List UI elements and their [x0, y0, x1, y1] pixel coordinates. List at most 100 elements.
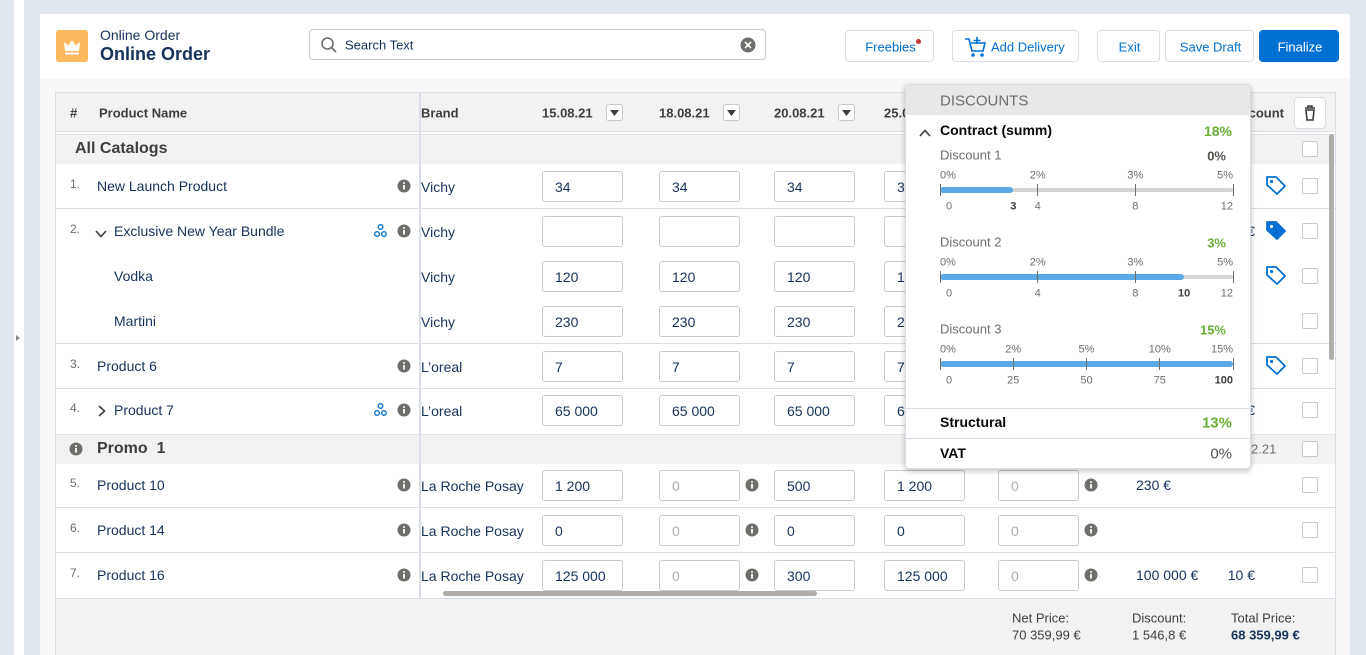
collapse-arrow[interactable] [15, 329, 21, 341]
quantity-input[interactable]: 34 [659, 171, 740, 202]
quantity-input[interactable]: 0 [884, 515, 965, 546]
quantity-input[interactable]: 0 [998, 515, 1079, 546]
discount: 10 € [1227, 567, 1255, 583]
logo-part-part [64, 40, 80, 51]
quantity-input[interactable]: 34 [542, 171, 623, 202]
quantity-input[interactable]: 120 [774, 261, 855, 292]
toolbar-button[interactable]: Add Delivery [952, 30, 1079, 62]
row-checkbox[interactable] [1302, 522, 1318, 538]
quantity-input[interactable] [774, 216, 855, 247]
column-dropdown-part-part [727, 110, 736, 116]
quantity-input[interactable]: 1 200 [884, 470, 965, 501]
info-icon [397, 179, 411, 193]
quantity-input[interactable]: 120 [542, 261, 623, 292]
row-checkbox[interactable] [1302, 178, 1318, 194]
quantity-input[interactable]: 65 000 [659, 395, 740, 426]
discount-tag[interactable] [1264, 174, 1288, 198]
row-checkbox[interactable] [1302, 358, 1318, 374]
toolbar-button[interactable]: Finalize [1259, 30, 1339, 62]
expand-chevron-part [98, 405, 106, 417]
row-divider [56, 208, 1335, 209]
column-dropdown-part [723, 104, 740, 121]
vertical-scrollbar [1329, 134, 1334, 360]
toolbar-button[interactable]: Save Draft [1165, 30, 1254, 62]
row-checkbox[interactable] [1302, 567, 1318, 583]
quantity-input[interactable]: 7 [542, 351, 623, 382]
quantity-input[interactable]: 0 [659, 470, 740, 501]
quantity-input[interactable] [542, 216, 623, 247]
row-number: 2. [70, 222, 81, 236]
discount-value: 3% [1207, 235, 1226, 251]
info-icon-part [69, 442, 83, 456]
quantity-input[interactable]: 230 [774, 306, 855, 337]
discounts-popup: DISCOUNTS Contract (summ) 18% Discount 1 0% 0… [905, 84, 1251, 469]
quantity-input[interactable]: 120 [659, 261, 740, 292]
input-value: 120 [672, 269, 696, 285]
quantity-input[interactable]: 500 [774, 470, 855, 501]
quantity-input[interactable]: 1 200 [542, 470, 623, 501]
quantity-input[interactable]: 0 [774, 515, 855, 546]
row-checkbox[interactable] [1302, 223, 1318, 239]
toolbar-button[interactable]: Freebies [845, 30, 934, 62]
discount-tag[interactable] [1264, 264, 1288, 288]
brand: Vichy [421, 224, 455, 240]
column-dropdown[interactable] [606, 104, 623, 121]
collapse-chevron[interactable] [919, 125, 931, 137]
quantity-input[interactable]: 230 [542, 306, 623, 337]
column-dropdown[interactable] [723, 104, 740, 121]
column-header: Product Name [99, 105, 188, 121]
row-checkbox[interactable] [1302, 141, 1318, 157]
quantity-input[interactable]: 7 [659, 351, 740, 382]
discount-tag[interactable] [1264, 354, 1288, 378]
quantity-input[interactable]: 0 [542, 515, 623, 546]
quantity-input[interactable]: 300 [774, 560, 855, 591]
quantity-input[interactable]: 65 000 [542, 395, 623, 426]
discount-tag[interactable] [1264, 219, 1288, 243]
quantity-input[interactable]: 0 [998, 560, 1079, 591]
product-name: Product 16 [97, 567, 165, 583]
quantity-input[interactable]: 7 [774, 351, 855, 382]
quantity-input[interactable]: 0 [659, 515, 740, 546]
quantity-input[interactable]: 125 000 [542, 560, 623, 591]
quantity-input[interactable]: 125 000 [884, 560, 965, 591]
clear-icon[interactable] [740, 37, 756, 53]
discount-label: Discount 2 [940, 234, 1002, 250]
delete-button[interactable] [1294, 97, 1326, 129]
cart-icon-part-part [965, 38, 987, 52]
input-placeholder: 0 [672, 523, 680, 539]
quantity-input[interactable]: 0 [659, 560, 740, 591]
info-icon-part [1084, 523, 1098, 537]
quantity-input[interactable]: 65 000 [774, 395, 855, 426]
row-checkbox[interactable] [1302, 402, 1318, 418]
quantity-input[interactable]: 230 [659, 306, 740, 337]
button-label: Freebies [865, 39, 916, 55]
info-icon-part-part [1090, 526, 1092, 528]
price: 100 000 € [1136, 567, 1199, 583]
column-dropdown[interactable] [838, 104, 855, 121]
expand-chevron[interactable] [97, 404, 107, 417]
input-value: 7 [897, 359, 905, 375]
row-checkbox[interactable] [1302, 313, 1318, 329]
toolbar-button[interactable]: Exit [1097, 30, 1160, 62]
table-footer [56, 598, 1335, 655]
slider-fill[interactable] [940, 187, 1014, 193]
row-checkbox[interactable] [1302, 268, 1318, 284]
search-box[interactable]: Search Text [309, 29, 766, 60]
brand: L’oreal [421, 359, 463, 375]
quantity-input[interactable] [659, 216, 740, 247]
row-checkbox[interactable] [1302, 477, 1318, 493]
bundle-icon [374, 403, 387, 416]
brand: Vichy [421, 314, 455, 330]
row-checkbox[interactable] [1302, 441, 1318, 457]
search-icon-part [321, 37, 337, 53]
info-icon-part [745, 478, 759, 492]
collapse-chevron-part-part [919, 129, 931, 137]
slider-fill[interactable] [940, 274, 1185, 280]
info-icon [397, 403, 411, 417]
quantity-input[interactable]: 34 [774, 171, 855, 202]
brand: L’oreal [421, 403, 463, 419]
info-icon [397, 359, 411, 373]
expand-chevron[interactable] [95, 226, 107, 238]
quantity-input[interactable]: 0 [998, 470, 1079, 501]
slider-bottom-label: 12 [1220, 287, 1233, 300]
